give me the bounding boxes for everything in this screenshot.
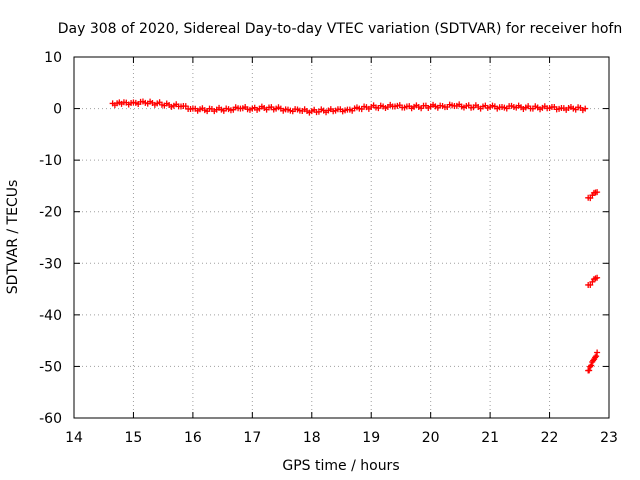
- axis-ticks: -60 -50 -40 -30 -20 -10 0 10 14 15 16 17 18 19 20 21 22 2…: [39, 50, 618, 446]
- x-tick-label: 14: [65, 430, 83, 446]
- data-point: [588, 362, 595, 369]
- data-point: [587, 281, 594, 288]
- y-tick-label: -40: [39, 308, 62, 324]
- data-point: [592, 354, 599, 361]
- data-point: [586, 367, 593, 374]
- y-axis-label: SDTVAR / TECUs: [5, 180, 21, 295]
- x-tick-label: 21: [481, 430, 499, 446]
- x-tick-label: 22: [541, 430, 559, 446]
- data-point: [582, 105, 589, 112]
- data-point: [593, 353, 600, 360]
- y-tick-label: -30: [39, 256, 62, 272]
- x-tick-label: 20: [422, 430, 440, 446]
- x-tick-label: 15: [125, 430, 143, 446]
- y-tick-label: 10: [44, 50, 62, 66]
- y-tick-label: -60: [39, 411, 62, 427]
- y-tick-label: -10: [39, 153, 62, 169]
- x-tick-label: 17: [243, 430, 261, 446]
- chart-title: Day 308 of 2020, Sidereal Day-to-day VTE…: [58, 21, 622, 37]
- data-point: [594, 274, 601, 281]
- data-point: [594, 189, 601, 196]
- y-tick-label: -50: [39, 359, 62, 375]
- x-tick-label: 18: [303, 430, 321, 446]
- data-series: [109, 98, 601, 374]
- x-tick-label: 16: [184, 430, 202, 446]
- y-tick-label: 0: [53, 102, 62, 118]
- x-axis-label: GPS time / hours: [282, 458, 399, 474]
- plot-frame: [73, 56, 610, 419]
- data-point: [587, 363, 594, 370]
- y-tick-label: -20: [39, 205, 62, 221]
- x-tick-label: 19: [362, 430, 380, 446]
- data-point: [594, 349, 601, 356]
- x-tick-label: 23: [600, 430, 618, 446]
- grid-lines: [74, 57, 609, 418]
